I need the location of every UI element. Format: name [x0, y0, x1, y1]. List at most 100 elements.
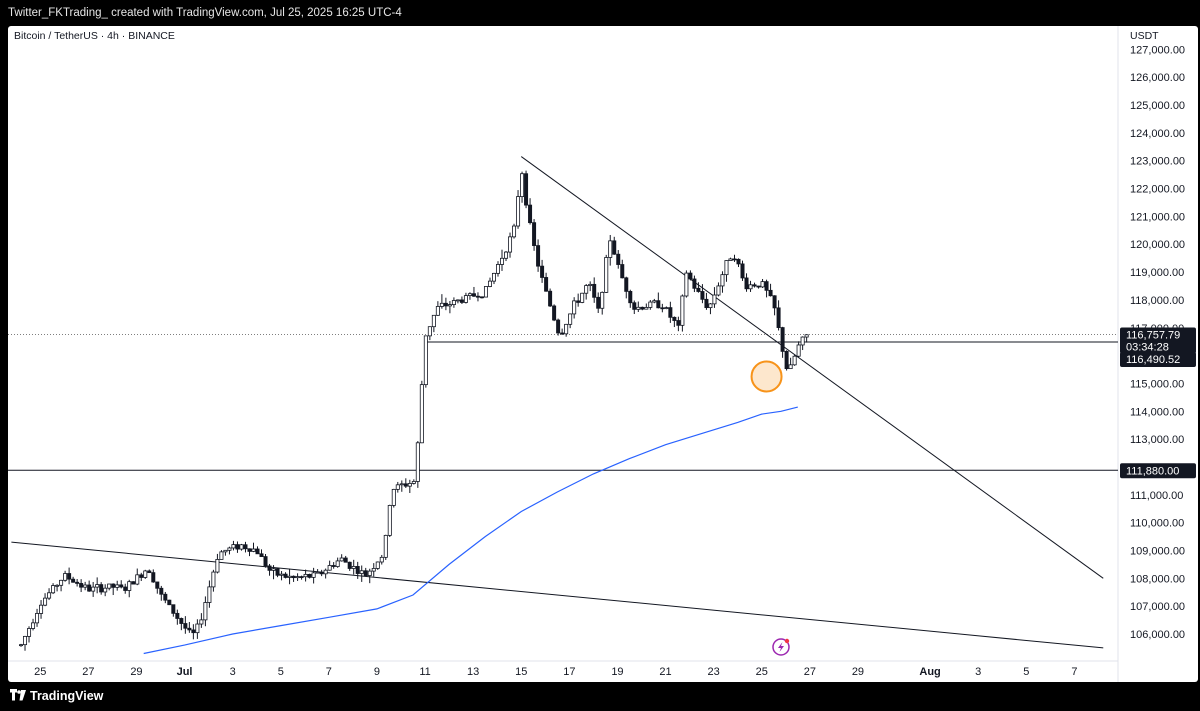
- candle-body: [471, 293, 476, 297]
- candle-body: [323, 569, 328, 575]
- candle-body: [259, 553, 264, 557]
- candle-body: [596, 296, 601, 309]
- candle-body: [327, 565, 332, 571]
- candle-body: [19, 644, 24, 647]
- candle-body: [31, 622, 36, 629]
- candle-body: [351, 566, 356, 569]
- lightning-icon[interactable]: [772, 638, 790, 656]
- price-tick-label: 125,000.00: [1130, 100, 1185, 112]
- last-price-tag-text: 116,757.79: [1126, 330, 1180, 342]
- candle-body: [576, 300, 581, 303]
- candle-body: [427, 326, 432, 337]
- candle-body: [664, 307, 669, 310]
- candle-body: [740, 263, 745, 279]
- candle-body: [652, 300, 657, 303]
- candle-body: [475, 295, 480, 298]
- candle-body: [592, 283, 597, 298]
- candle-body: [35, 613, 40, 624]
- candle-body: [99, 584, 104, 593]
- time-tick-label: Aug: [919, 666, 940, 678]
- candle-body: [123, 586, 128, 591]
- candle-body: [704, 298, 709, 309]
- candle-body: [504, 251, 509, 259]
- candle-body: [540, 265, 545, 278]
- price-tick-label: 121,000.00: [1130, 211, 1185, 223]
- price-tick-label: 122,000.00: [1130, 184, 1185, 196]
- candle-body: [219, 551, 224, 560]
- candle-body: [79, 583, 84, 588]
- candle-body: [772, 295, 777, 309]
- candle-body: [508, 236, 513, 253]
- price-tick-label: 124,000.00: [1130, 128, 1185, 140]
- highlight-marker: [750, 360, 783, 393]
- candle-body: [295, 576, 300, 579]
- candle-body: [403, 483, 408, 487]
- candle-body: [367, 570, 372, 576]
- candle-body: [776, 307, 781, 328]
- candle-body: [532, 222, 537, 246]
- candle-body: [479, 296, 484, 299]
- candle-body: [223, 549, 228, 553]
- candle-body: [127, 581, 132, 591]
- candle-body: [672, 316, 677, 321]
- candle-body: [455, 299, 460, 302]
- moving-average: [143, 406, 798, 655]
- time-tick-label: 29: [130, 666, 142, 678]
- candle-body: [556, 319, 561, 334]
- candle-body: [800, 336, 805, 346]
- candle-body: [143, 570, 148, 578]
- candle-body: [600, 291, 605, 309]
- candle-body: [63, 573, 68, 581]
- candle-body: [632, 302, 637, 310]
- candle-body: [119, 584, 124, 588]
- candle-body: [744, 277, 749, 290]
- time-axis[interactable]: 25 27 29 Jul 3 5 7 9 11 13 15 17 19 21 23 25 27 29 Aug 3 5 7: [34, 666, 1077, 678]
- candle-body: [447, 304, 452, 307]
- candle-body: [628, 290, 633, 304]
- candle-body: [107, 583, 112, 589]
- candle-body: [379, 556, 384, 563]
- time-tick-label: 25: [34, 666, 46, 678]
- candle-body: [243, 544, 248, 550]
- candle-body: [748, 284, 753, 290]
- candle-body: [111, 583, 116, 588]
- price-tick-label: 115,000.00: [1130, 378, 1184, 390]
- price-tick-label: 126,000.00: [1130, 72, 1185, 84]
- caption-bar: Twitter_FKTrading_ created with TradingV…: [0, 0, 1200, 26]
- candle-body: [315, 571, 320, 574]
- price-chart[interactable]: 106,000.00 107,000.00 108,000.00 109,000.00…: [8, 26, 1198, 682]
- candle-body: [151, 572, 156, 583]
- chart-frame[interactable]: 106,000.00 107,000.00 108,000.00 109,000.00…: [8, 26, 1198, 682]
- candle-body: [355, 566, 360, 574]
- candle-body: [548, 290, 553, 307]
- candle-body: [528, 204, 533, 224]
- candle-body: [391, 488, 396, 506]
- candle-body: [363, 570, 368, 576]
- candle-body: [155, 581, 160, 589]
- candle-body: [616, 253, 621, 265]
- candle-body: [736, 258, 741, 265]
- candle-body: [91, 586, 96, 592]
- price-tick-label: 111,000.00: [1130, 490, 1183, 502]
- candle-body: [516, 196, 521, 227]
- candle-body: [732, 258, 737, 261]
- candle-body: [163, 593, 168, 601]
- candle-body: [375, 561, 380, 569]
- candle-body: [608, 240, 613, 258]
- candle-body: [435, 306, 440, 316]
- candle-body: [712, 294, 717, 305]
- caption-text: Twitter_FKTrading_ created with TradingV…: [8, 7, 402, 19]
- candle-body: [560, 332, 565, 335]
- candle-body: [51, 585, 56, 594]
- time-tick-label: 21: [659, 666, 671, 678]
- candle-body: [764, 281, 769, 291]
- candle-body: [171, 604, 176, 614]
- candle-body: [267, 565, 272, 571]
- candle-body: [139, 574, 144, 578]
- candle-body: [75, 581, 80, 584]
- candle-body: [303, 573, 308, 578]
- level-b-tag-bg: [1120, 463, 1196, 479]
- time-tick-label: 7: [1071, 666, 1077, 678]
- candle-body: [347, 561, 352, 569]
- candle-body: [463, 295, 468, 303]
